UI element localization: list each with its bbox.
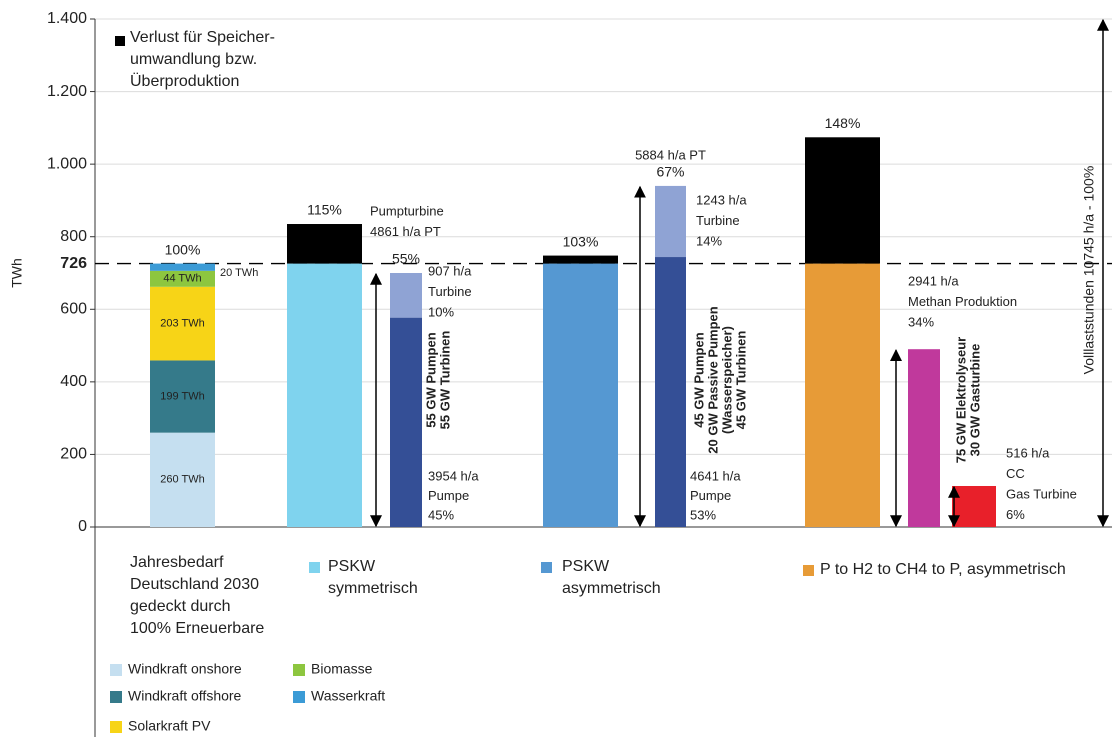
legend-swatch (293, 664, 305, 676)
annotation: Gas Turbine (1006, 486, 1077, 501)
bar-segment (805, 263, 880, 527)
annotation: 2941 h/a (908, 273, 959, 288)
annotation: 1243 h/a (696, 192, 747, 207)
annotation: Methan Produktion (908, 294, 1017, 309)
annotation: 3954 h/a (428, 468, 479, 483)
arrow-label: (Wasserspeicher) (719, 326, 734, 434)
legend-swatch (803, 565, 814, 576)
bar-segment (805, 137, 880, 264)
bar-segment (150, 360, 215, 433)
legend-label: Windkraft offshore (128, 688, 242, 704)
annotation: 516 h/a (1006, 445, 1050, 460)
top-label: 5884 h/a PT (635, 147, 706, 162)
annotation: 4861 h/a PT (370, 224, 441, 239)
legend-label: Verlust für Speicher- (130, 29, 275, 46)
annotation: 6% (1006, 507, 1025, 522)
bar-segment (150, 432, 215, 527)
legend-label: Biomasse (311, 661, 373, 677)
y-tick-label: 600 (60, 301, 87, 318)
segment-label: 199 TWh (160, 390, 204, 402)
arrow-label: 30 GW Gasturbine (967, 344, 982, 457)
annotation: Pumpe (690, 488, 731, 503)
legend-label: Windkraft onshore (128, 661, 242, 677)
annotation: 34% (908, 314, 934, 329)
caption: Jahresbedarf (130, 554, 224, 571)
caption: symmetrisch (328, 580, 418, 597)
y-tick-label: 1.400 (47, 10, 87, 27)
y-tick-label: 1.000 (47, 155, 87, 172)
top-label: 100% (165, 241, 201, 257)
caption: PSKW (562, 558, 610, 575)
legend-swatch (110, 664, 122, 676)
caption: P to H2 to CH4 to P, asymmetrisch (820, 561, 1066, 578)
legend-swatch (110, 691, 122, 703)
legend-label: Überproduktion (130, 72, 239, 90)
bar-segment (655, 185, 686, 258)
bar-segment (390, 273, 422, 318)
segment-label: 260 TWh (160, 474, 204, 486)
arrow-label: 55 GW Pumpen (423, 332, 438, 427)
top-label: 55% (392, 251, 420, 267)
legend-swatch (541, 562, 552, 573)
bar-segment (287, 224, 362, 264)
caption: 100% Erneuerbare (130, 620, 264, 637)
top-label: 115% (307, 202, 342, 218)
arrow-label: 45 GW Turbinen (733, 331, 748, 430)
legend-swatch (115, 36, 125, 46)
bar-segment (543, 255, 618, 264)
segment-label: 203 TWh (160, 318, 204, 330)
bar-segment (543, 263, 618, 527)
legend-swatch (110, 721, 122, 733)
annotation: 45% (428, 507, 454, 522)
annotation: Turbine (696, 213, 740, 228)
annotation: Pumpturbine (370, 203, 444, 218)
y-axis-label: TWh (9, 258, 25, 288)
segment-label: 20 TWh (220, 267, 258, 279)
legend-swatch (309, 562, 320, 573)
arrow-label: 20 GW Passive Pumpen (705, 306, 720, 453)
top-label: 103% (563, 233, 599, 249)
caption: Deutschland 2030 (130, 576, 259, 593)
y-tick-label: 400 (60, 373, 87, 390)
legend-label: Wasserkraft (311, 688, 385, 704)
annotation: 907 h/a (428, 263, 472, 278)
annotation: Volllaststunden 10745 h/a - 100% (1081, 166, 1097, 375)
arrow-label: 55 GW Turbinen (437, 331, 452, 430)
annotation: 53% (690, 507, 716, 522)
bar-segment (287, 263, 362, 527)
annotation: 4641 h/a (690, 468, 741, 483)
annotation: Turbine (428, 284, 472, 299)
legend-label: Solarkraft PV (128, 718, 211, 734)
caption: gedeckt durch (130, 598, 231, 615)
annotation: CC (1006, 466, 1025, 481)
bar-segment (150, 270, 215, 287)
legend-label: umwandlung bzw. (130, 51, 257, 68)
bar-segment (952, 485, 996, 527)
bar-segment (150, 286, 215, 361)
y-tick-label: 800 (60, 228, 87, 245)
y-tick-label: 1.200 (47, 83, 87, 100)
bar-segment (150, 263, 215, 271)
reference-label: 726 (60, 255, 87, 272)
segment-label: 44 TWh (163, 273, 201, 285)
bar-segment (908, 349, 940, 527)
y-tick-label: 0 (78, 518, 87, 535)
bar-segment (390, 317, 422, 527)
caption: asymmetrisch (562, 580, 661, 597)
bar-segment (655, 257, 686, 527)
top-label: 67% (656, 164, 684, 180)
annotation: 14% (696, 233, 722, 248)
annotation: 10% (428, 304, 454, 319)
annotation: Pumpe (428, 488, 469, 503)
y-tick-label: 200 (60, 446, 87, 463)
arrow-label: 45 GW Pumpen (691, 332, 706, 427)
legend-swatch (293, 691, 305, 703)
top-label: 148% (825, 115, 861, 131)
arrow-label: 75 GW Elektrolyseur (953, 337, 968, 463)
caption: PSKW (328, 558, 376, 575)
